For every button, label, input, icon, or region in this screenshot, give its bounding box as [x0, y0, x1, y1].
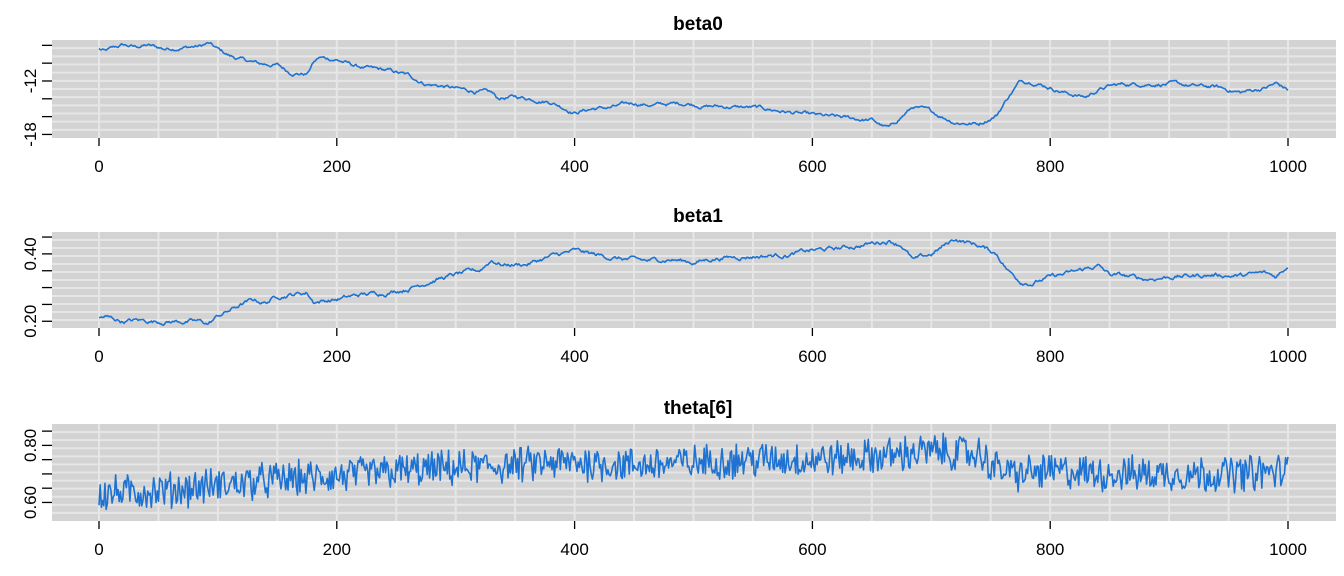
trace-panel-2: theta[6] 0 200 400 600 800 1000 0.60 0.80	[21, 398, 1336, 559]
x-tick-label: 0	[94, 540, 103, 559]
panel-title: theta[6]	[664, 398, 733, 419]
y-tick-label: -12	[21, 69, 40, 94]
x-tick-label: 400	[560, 540, 588, 559]
panel-title: beta0	[673, 14, 723, 35]
x-tick-label: 200	[323, 347, 351, 366]
x-tick-label: 800	[1036, 540, 1064, 559]
x-tick-label: 400	[560, 347, 588, 366]
y-tick-label: -18	[21, 122, 40, 147]
x-tick-label: 600	[798, 347, 826, 366]
x-tick-label: 800	[1036, 157, 1064, 176]
x-tick-label: 200	[323, 540, 351, 559]
x-tick-label: 1000	[1269, 157, 1307, 176]
y-tick-label: 0.20	[21, 305, 40, 338]
trace-line	[98, 239, 1289, 327]
x-tick-label: 1000	[1269, 347, 1307, 366]
x-tick-label: 600	[798, 540, 826, 559]
y-tick-label: 0.40	[21, 237, 40, 270]
y-tick-label: 0.80	[21, 429, 40, 462]
x-tick-label: 1000	[1269, 540, 1307, 559]
x-tick-label: 0	[94, 157, 103, 176]
trace-panel-0: beta0 0 200 400 600 800 1000 -18 -12	[21, 14, 1336, 176]
trace-line	[98, 432, 1289, 511]
panel-title: beta1	[673, 206, 723, 227]
x-tick-label: 0	[94, 347, 103, 366]
x-tick-label: 800	[1036, 347, 1064, 366]
x-tick-label: 200	[323, 157, 351, 176]
trace-line	[98, 41, 1289, 127]
x-tick-label: 600	[798, 157, 826, 176]
x-tick-label: 400	[560, 157, 588, 176]
trace-panel-1: beta1 0 200 400 600 800 1000 0.20 0.40	[21, 206, 1336, 366]
y-tick-label: 0.60	[21, 486, 40, 519]
